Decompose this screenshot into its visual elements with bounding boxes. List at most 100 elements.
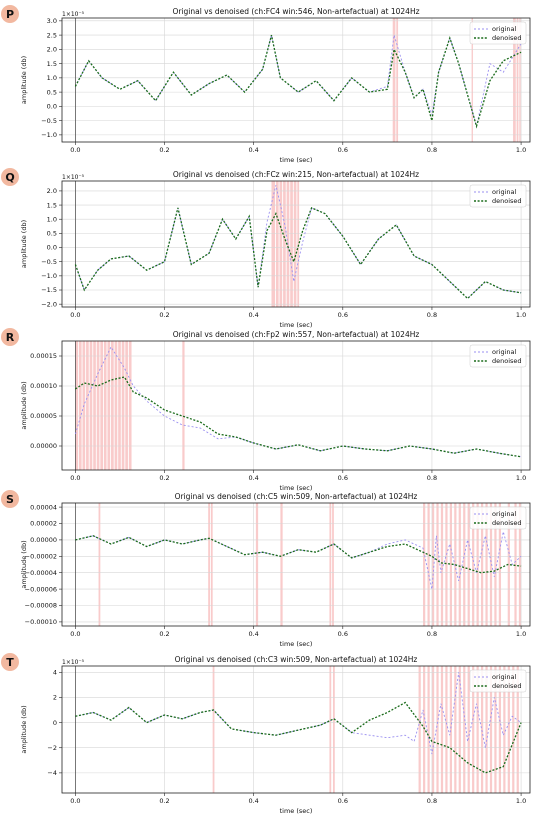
y-axis-label: amplitude (db)	[20, 56, 28, 104]
y-multiplier-label: 1×10⁻⁵	[62, 174, 85, 181]
artifact-band	[290, 181, 293, 307]
y-tick-label: 1.0	[47, 74, 57, 82]
artifact-band	[472, 503, 475, 626]
plot-frame	[61, 502, 531, 627]
artifact-band	[100, 341, 104, 470]
panel-badge	[1, 328, 19, 346]
panel-letter: P	[6, 8, 14, 21]
y-tick-label: 4	[53, 668, 57, 676]
series-line-original	[74, 346, 522, 458]
chart-panel-q: Q Original vs denoised (ch:FCz win:215, N…	[1, 168, 531, 329]
y-tick-label: −2	[47, 744, 57, 752]
legend-label-original: original	[492, 25, 516, 33]
x-tick-label: 1.0	[516, 146, 526, 154]
artifact-band	[103, 341, 107, 470]
artifact-band	[516, 18, 519, 142]
x-tick-label: 0.8	[427, 474, 437, 482]
x-axis-label: time (sec)	[280, 156, 313, 164]
y-tick-label: 2.5	[47, 31, 57, 39]
y-tick-label: 0.00000	[30, 536, 57, 544]
artifact-band	[467, 666, 470, 793]
chart-panel-t: T Original vs denoised (ch:C3 win:509, No…	[1, 653, 531, 815]
artifact-band	[114, 341, 118, 470]
y-tick-label: 0.00004	[30, 503, 57, 511]
series-line-denoised	[75, 535, 522, 574]
artifact-band	[283, 181, 286, 307]
artifact-band	[449, 666, 452, 793]
panel-badge	[1, 490, 19, 508]
legend-label-original: original	[492, 188, 516, 196]
legend-label-denoised: denoised	[492, 197, 522, 205]
x-tick-label: 0.4	[248, 474, 258, 482]
y-tick-label: 0	[53, 719, 57, 727]
artifact-band	[332, 503, 334, 626]
y-tick-label: −0.00008	[25, 602, 57, 610]
x-tick-label: 0.6	[338, 797, 348, 805]
artifact-band	[255, 503, 259, 626]
chart-panel-r: R Original vs denoised (ch:Fp2 win:557, N…	[1, 328, 531, 492]
y-tick-label: 1.5	[47, 201, 57, 209]
y-tick-label: −0.00010	[25, 618, 57, 626]
artifact-band	[514, 503, 517, 626]
artifact-band	[182, 341, 185, 470]
y-tick-label: −2.0	[41, 300, 57, 308]
x-tick-label: 0.4	[248, 630, 258, 638]
artifact-band	[471, 18, 473, 142]
x-tick-label: 0.8	[427, 311, 437, 319]
panel-badge	[1, 5, 19, 23]
artifact-band	[329, 666, 332, 793]
artifact-band	[111, 341, 114, 470]
plot-frame	[61, 180, 531, 308]
artifact-band	[423, 503, 426, 626]
x-tick-label: 0.0	[70, 797, 80, 805]
legend-label-denoised: denoised	[492, 682, 522, 690]
artifact-band	[440, 666, 444, 793]
legend-label-original: original	[492, 348, 516, 356]
panel-letter: T	[6, 656, 14, 669]
artifact-band	[518, 503, 522, 626]
x-axis-label: time (sec)	[280, 321, 313, 329]
legend-label-original: original	[492, 673, 516, 681]
artifact-band	[489, 666, 493, 793]
legend-label-denoised: denoised	[492, 357, 522, 365]
artifact-band	[431, 503, 435, 626]
x-tick-label: 0.4	[248, 797, 258, 805]
plot-frame	[61, 340, 531, 471]
artifact-band	[494, 503, 497, 626]
artifact-band	[118, 341, 121, 470]
artifact-band	[297, 181, 300, 307]
artifact-band	[519, 18, 521, 142]
artifact-band	[427, 666, 430, 793]
series-line-denoised	[75, 376, 522, 458]
legend-box	[469, 344, 527, 368]
artifact-band	[472, 666, 475, 793]
artifact-band	[498, 666, 502, 793]
artifact-band	[485, 503, 488, 626]
x-tick-label: 0.2	[159, 797, 169, 805]
y-tick-label: −0.5	[41, 258, 57, 266]
artifact-band	[513, 18, 516, 142]
y-tick-label: 2.0	[47, 187, 57, 195]
y-multiplier-label: 1×10⁻⁵	[62, 11, 85, 18]
artifact-band	[494, 666, 497, 793]
artifact-band	[463, 666, 466, 793]
x-axis-label: time (sec)	[280, 640, 313, 648]
y-tick-label: −1.5	[41, 286, 57, 294]
y-tick-label: −4	[47, 769, 57, 777]
x-tick-label: 0.2	[159, 474, 169, 482]
x-tick-label: 0.2	[159, 630, 169, 638]
chart-title: Original vs denoised (ch:Fp2 win:557, No…	[173, 330, 420, 339]
legend-label-denoised: denoised	[492, 519, 522, 527]
artifact-band	[498, 503, 502, 626]
y-tick-label: −0.00004	[25, 569, 57, 577]
x-tick-label: 0.0	[70, 630, 80, 638]
x-tick-label: 0.0	[70, 311, 80, 319]
chart-title: Original vs denoised (ch:FCz win:215, No…	[173, 170, 419, 179]
x-tick-label: 0.6	[338, 311, 348, 319]
y-tick-label: 3.0	[47, 17, 57, 25]
artifact-band	[507, 666, 510, 793]
artifact-band	[396, 18, 399, 142]
artifact-band	[445, 503, 448, 626]
artifact-band	[75, 341, 79, 470]
x-tick-label: 0.4	[248, 311, 258, 319]
